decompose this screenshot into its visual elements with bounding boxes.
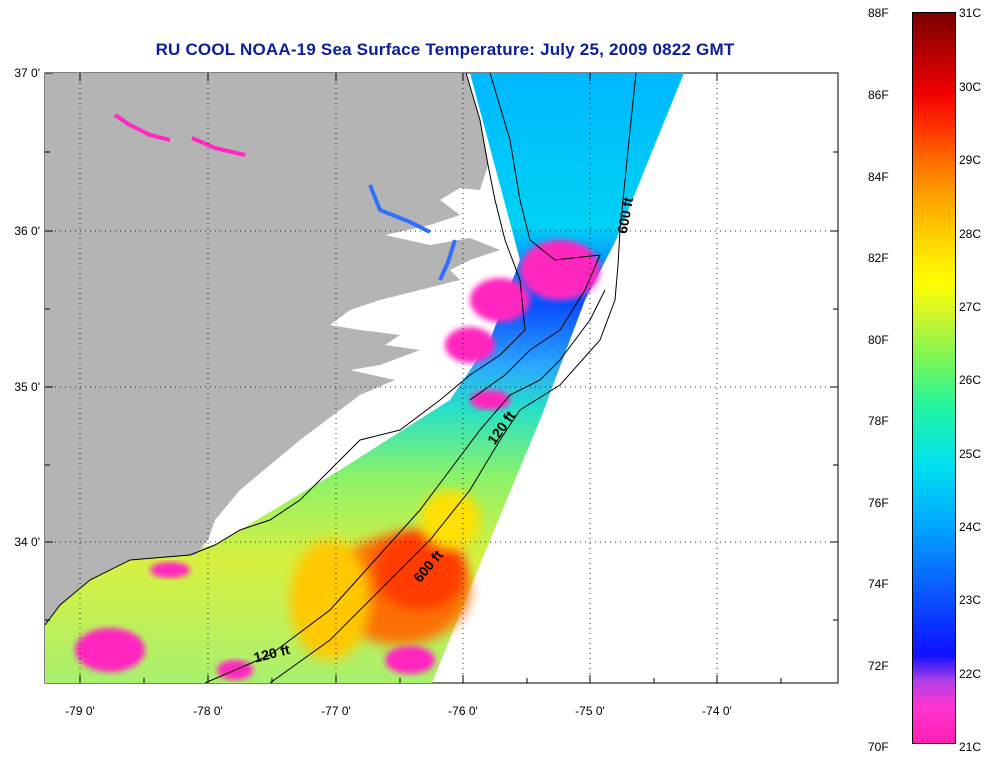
colorbar-c-label: 21C (959, 740, 982, 754)
colorbar-c-label: 25C (959, 447, 982, 461)
colorbar-f-label: 84F (868, 170, 889, 184)
graticule (45, 73, 838, 683)
lat-label: 37 0' (14, 66, 40, 80)
cold-patch (445, 327, 495, 363)
colorbar-f-label: 72F (868, 659, 889, 673)
temperature-colorbar (912, 12, 956, 744)
colorbar-c-label: 27C (959, 300, 982, 314)
cold-patch (470, 390, 510, 410)
colorbar-c-label: 30C (959, 80, 982, 94)
river (368, 184, 431, 234)
colorbar-c-label: 28C (959, 227, 982, 241)
colorbar-c-label: 31C (959, 6, 982, 20)
coastline (45, 73, 526, 626)
colorbar-c-label: 26C (959, 373, 982, 387)
cold-patch (520, 240, 600, 300)
colorbar-f-label: 76F (868, 496, 889, 510)
colorbar-f-label: 74F (868, 577, 889, 591)
lon-label: -74 0' (702, 704, 732, 718)
isobath-120 (204, 289, 606, 683)
lat-label: 34 0' (14, 535, 40, 549)
cold-patch (75, 628, 145, 672)
colorbar-f-label: 88F (868, 6, 889, 20)
map-title: RU COOL NOAA-19 Sea Surface Temperature:… (155, 40, 735, 59)
sst-swath (45, 73, 684, 683)
colorbar-f-label: 82F (868, 251, 889, 265)
warm-patch (420, 490, 480, 550)
cold-patch (470, 278, 530, 322)
lat-label: 35 0' (14, 380, 40, 394)
lon-label: -76 0' (448, 704, 478, 718)
isobath-600 (269, 73, 637, 683)
lon-label: -79 0' (65, 704, 95, 718)
cold-patch (150, 562, 190, 578)
river (438, 239, 457, 281)
barrier-island (469, 73, 601, 401)
colorbar-f-label: 78F (868, 414, 889, 428)
lat-label: 36 0' (14, 224, 40, 238)
cold-patch (385, 646, 435, 674)
colorbar-f-label: 70F (868, 740, 889, 754)
colorbar-c-label: 29C (959, 153, 982, 167)
colorbar-c-label: 24C (959, 520, 982, 534)
warm-patch (375, 530, 465, 610)
river (191, 136, 246, 157)
colorbar-f-label: 80F (868, 333, 889, 347)
lon-label: -77 0' (321, 704, 351, 718)
colorbar-f-label: 86F (868, 88, 889, 102)
warm-patch (290, 540, 370, 660)
axis-ticks (45, 72, 838, 683)
lon-label: -75 0' (575, 704, 605, 718)
river (113, 113, 171, 142)
colorbar-c-label: 23C (959, 593, 982, 607)
colorbar-c-label: 22C (959, 667, 982, 681)
lon-label: -78 0' (193, 704, 223, 718)
